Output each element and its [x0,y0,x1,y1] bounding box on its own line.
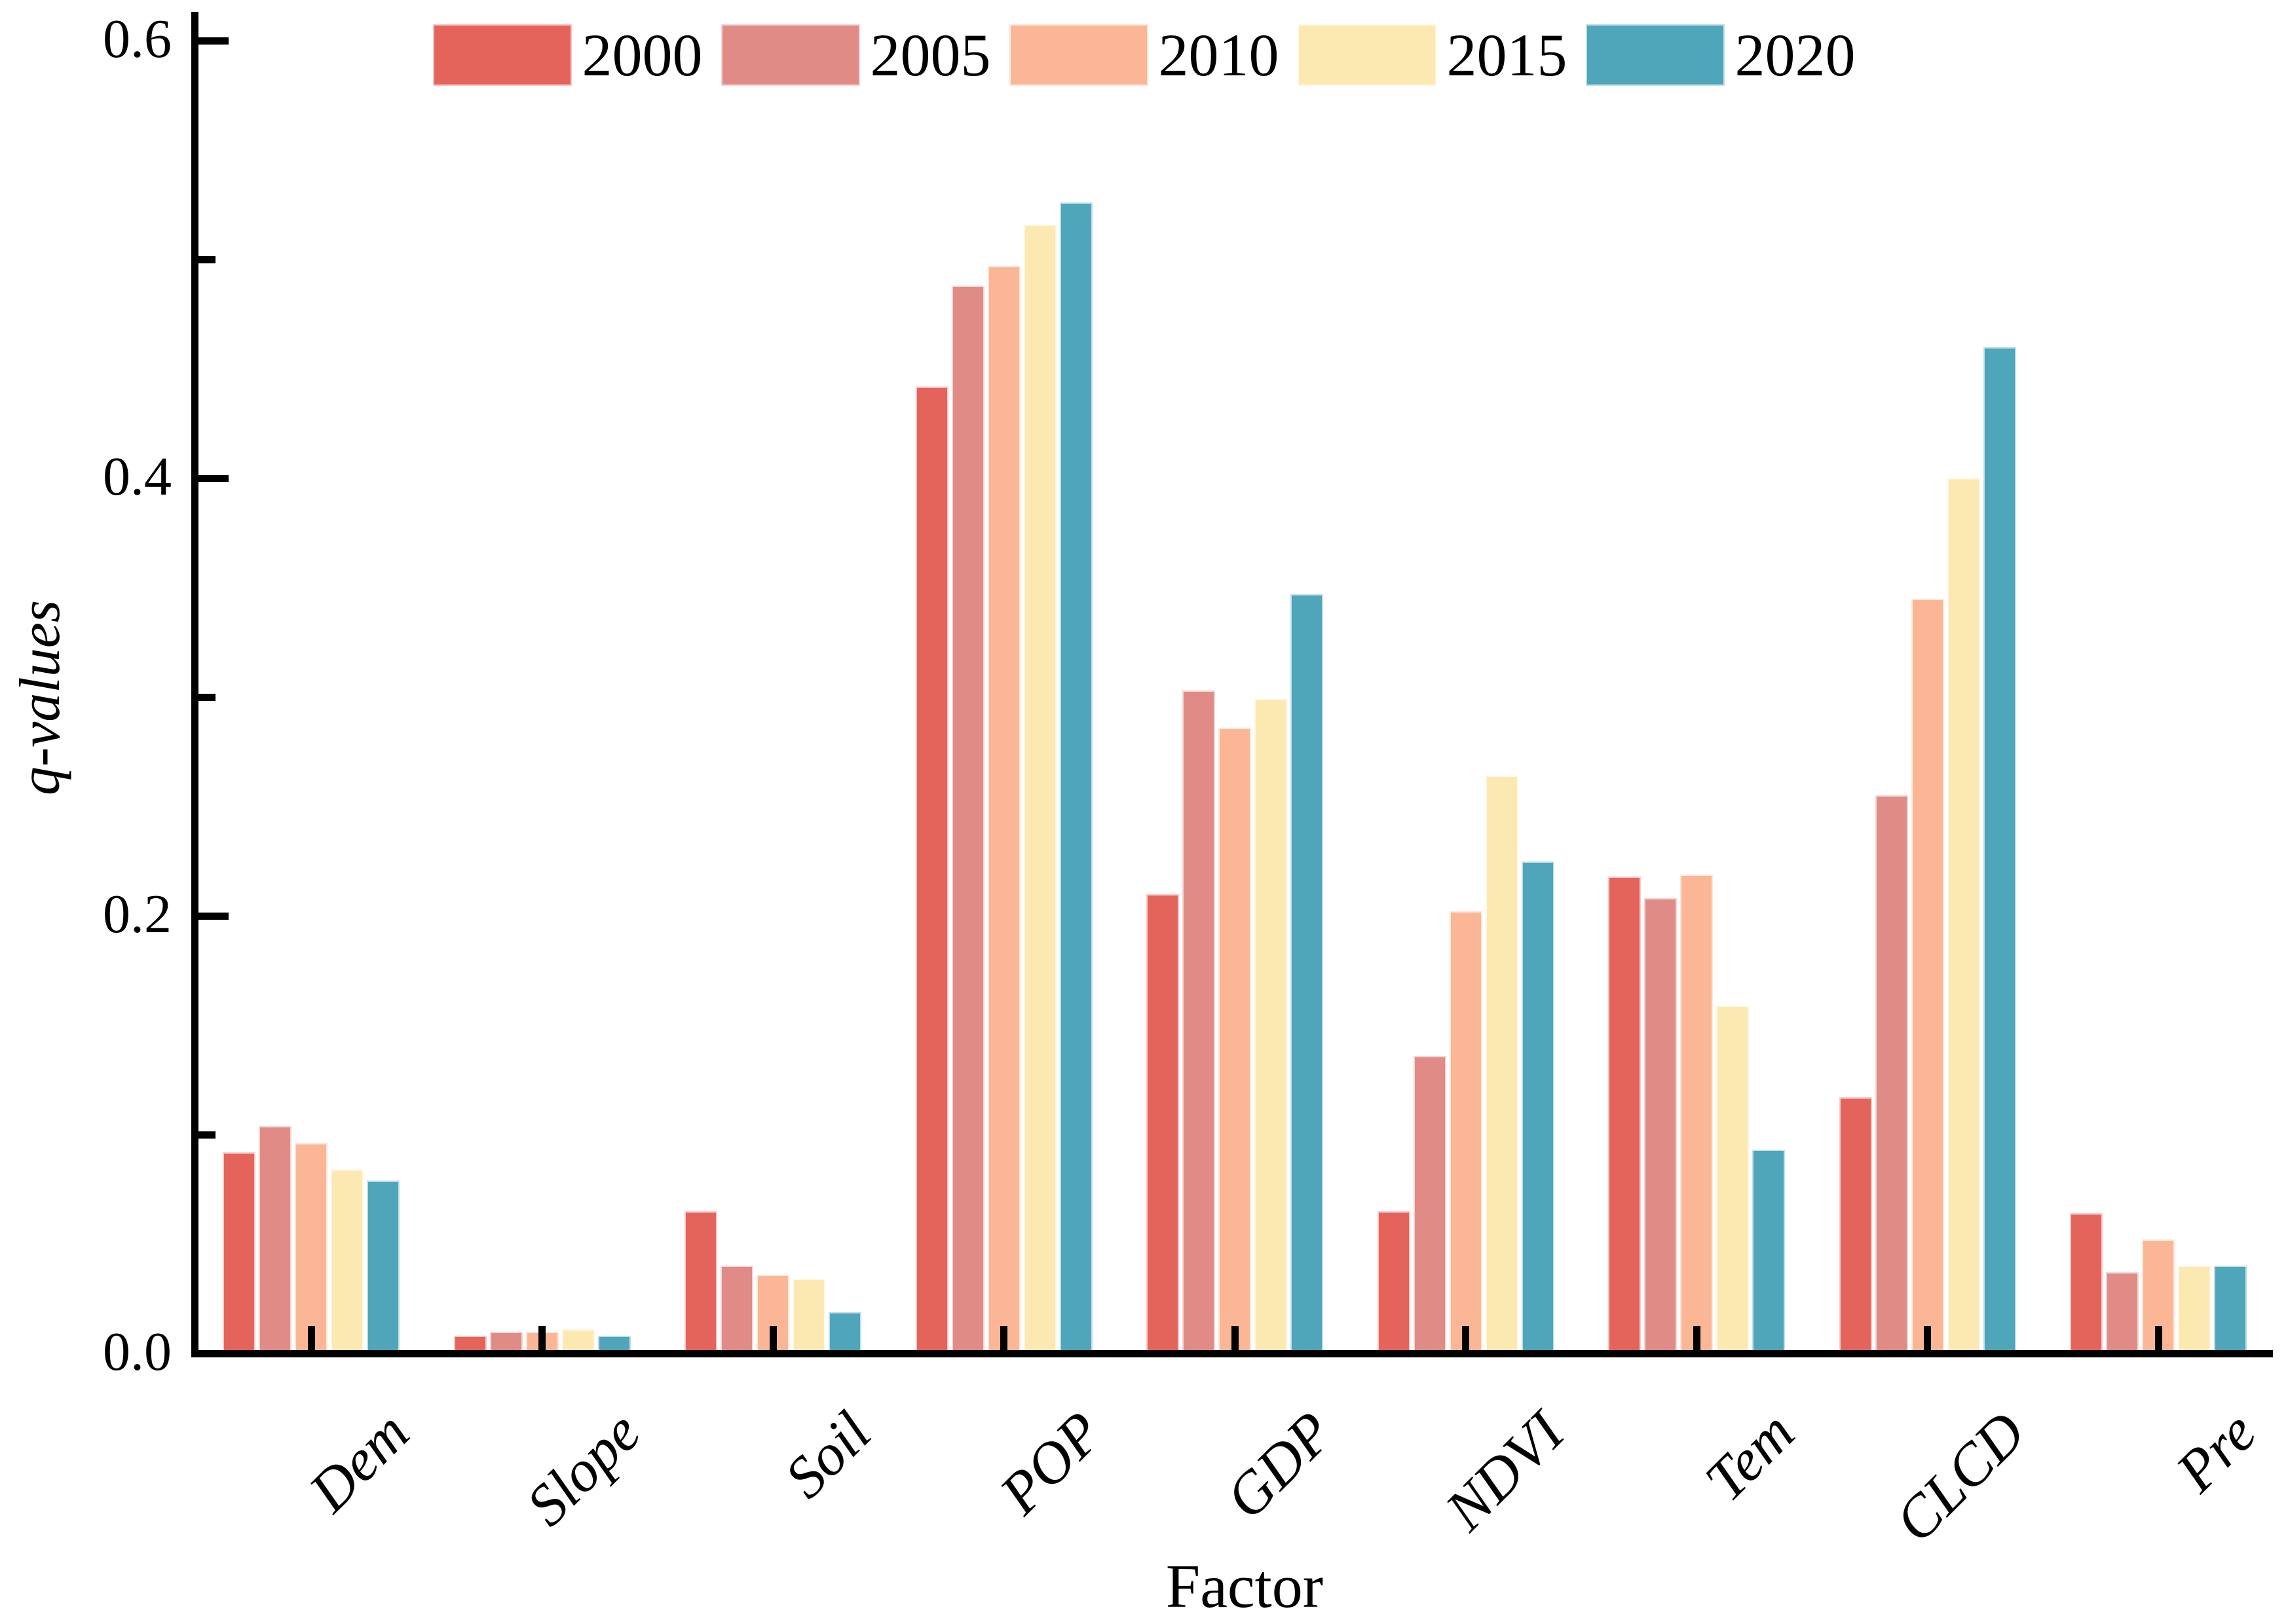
bar-ndvi-2020 [1521,861,1554,1353]
bar-pop-2020 [1059,202,1093,1353]
legend-label-2015: 2015 [1446,22,1567,88]
bar-clcd-2020 [1983,347,2016,1353]
y-major-tick [198,474,229,482]
legend-label-2020: 2020 [1735,22,1856,88]
y-axis-title: q-values [9,599,72,796]
legend-item-2010: 2010 [1009,24,1279,86]
y-axis-line [191,12,198,1357]
legend-item-2020: 2020 [1585,22,1856,88]
x-tick [1000,1326,1007,1353]
legend-label-2005: 2005 [870,22,991,88]
y-minor-tick [198,255,216,263]
x-category-label-pop: POP [987,1399,1115,1527]
x-category-label-soil: Soil [772,1399,884,1511]
x-tick [307,1326,315,1353]
y-minor-tick [198,693,216,701]
legend: 2000 2005 2010 2015 2020 [0,24,2288,86]
legend-item-2000: 2000 [432,22,703,88]
legend-swatch-2000 [432,24,572,86]
bar-ndvi-2015 [1485,776,1518,1353]
bar-clcd-2010 [1911,598,1944,1353]
bar-slope-2015 [561,1329,595,1353]
y-tick-label: 0.6 [103,9,172,69]
bar-pre-2020 [2214,1266,2247,1353]
bar-tem-2010 [1680,874,1713,1353]
bar-pre-2000 [2070,1213,2103,1353]
bar-tem-2020 [1752,1150,1785,1353]
y-tick-label: 0.4 [103,446,172,507]
bar-pre-2005 [2106,1272,2139,1353]
bar-gdp-2005 [1182,690,1215,1353]
x-category-label-dem: Dem [297,1399,422,1524]
bar-dem-2000 [223,1152,255,1353]
legend-swatch-2010 [1009,24,1148,86]
bar-pop-2010 [987,266,1021,1353]
y-tick-label: 0.2 [103,884,172,945]
bar-soil-2000 [685,1211,717,1353]
bar-gdp-2015 [1254,699,1287,1353]
bar-clcd-2005 [1875,795,1908,1353]
legend-label-2000: 2000 [582,22,703,88]
bar-soil-2005 [721,1266,753,1353]
bar-clcd-2000 [1839,1097,1872,1353]
bar-gdp-2010 [1218,727,1251,1353]
x-axis-line [191,1350,2273,1357]
bar-dem-2020 [367,1180,400,1353]
bar-soil-2020 [829,1312,861,1353]
bar-ndvi-2005 [1413,1055,1446,1353]
x-tick [1462,1326,1469,1353]
bar-gdp-2020 [1290,594,1323,1353]
y-major-tick [198,912,229,920]
x-tick [538,1326,546,1353]
x-tick [769,1326,777,1353]
bar-pre-2015 [2178,1266,2211,1353]
bar-dem-2005 [259,1125,291,1353]
bar-gdp-2000 [1146,894,1179,1353]
y-major-tick [198,37,229,45]
x-tick [1693,1326,1700,1353]
bar-tem-2015 [1716,1005,1749,1353]
x-category-label-clcd: CLCD [1883,1399,2038,1555]
bar-ndvi-2010 [1449,911,1482,1353]
legend-swatch-2005 [721,24,860,86]
x-category-label-gdp: GDP [1213,1399,1345,1532]
legend-swatch-2015 [1297,24,1436,86]
bar-pop-2015 [1023,224,1057,1353]
legend-label-2010: 2010 [1158,22,1279,88]
x-tick [2154,1326,2162,1353]
bar-soil-2015 [793,1279,825,1353]
bar-slope-2005 [489,1331,523,1353]
bar-pop-2005 [951,286,985,1353]
y-tick-label: 0.0 [103,1321,172,1382]
bar-dem-2015 [331,1169,364,1353]
y-minor-tick [198,1131,216,1139]
bar-dem-2010 [295,1143,328,1353]
x-axis-title: Factor [1165,1553,1324,1621]
legend-item-2015: 2015 [1297,22,1567,88]
x-tick [1924,1326,1931,1353]
bar-tem-2005 [1644,898,1677,1353]
bar-pop-2000 [915,386,948,1353]
legend-item-2005: 2005 [721,24,991,86]
bar-clcd-2015 [1947,478,1980,1353]
x-category-label-slope: Slope [514,1399,653,1538]
bar-tem-2000 [1608,876,1641,1353]
legend-swatch-2020 [1585,24,1725,86]
x-tick [1231,1326,1239,1353]
bar-ndvi-2000 [1377,1211,1410,1353]
x-category-label-ndvi: NDVI [1433,1399,1577,1543]
x-category-label-tem: Tem [1693,1399,1807,1514]
x-category-label-pre: Pre [2164,1399,2269,1505]
